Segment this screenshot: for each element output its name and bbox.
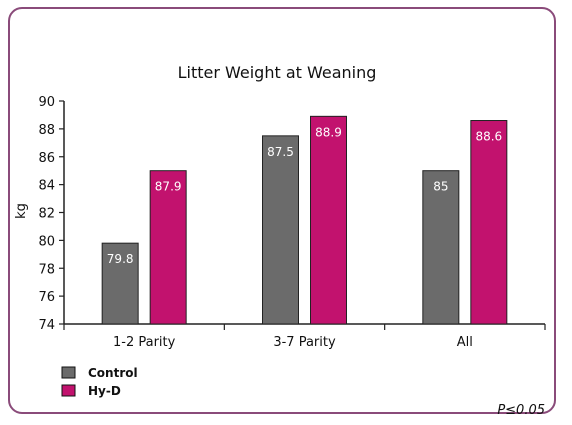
legend: Control Hy-D [61,366,138,398]
bar-data-label: 87.9 [155,180,182,194]
bar-data-label: 88.6 [475,130,502,144]
bar-control [262,135,299,325]
significance-note: P≤0.05 [497,403,545,418]
x-ticks [63,324,546,330]
y-tick-label: 84 [38,179,55,194]
bars [101,115,508,325]
bar-control [101,242,139,325]
bar-data-label: 79.8 [107,252,134,266]
y-tick-label: 86 [38,151,55,166]
y-tick-label: 78 [38,262,55,277]
legend-swatch-hy-d [61,384,76,397]
y-tick-label: 80 [38,234,55,249]
chart-title: Litter Weight at Weaning [178,63,377,82]
legend-label-control: Control [88,366,138,380]
category-labels: 1-2 Parity 3-7 Parity All [113,335,473,350]
bar-hy-d [149,170,187,325]
legend-swatch-control [61,366,76,379]
data-labels: 79.8 87.9 87.5 88.9 85 88.6 [107,125,502,266]
y-axis-label: kg [14,203,29,219]
bar-hy-d [310,115,347,325]
x-category-label: All [457,335,473,350]
y-tick-label: 88 [38,123,55,138]
bar-hy-d [470,120,508,325]
bar-control [422,170,460,325]
bar-data-label: 85 [433,180,448,194]
y-ticks: 74 76 78 80 82 84 86 88 90 [38,95,64,333]
bar-data-label: 88.9 [315,125,342,139]
legend-label-hy-d: Hy-D [88,384,121,398]
x-category-label: 1-2 Parity [113,335,176,350]
y-tick-label: 90 [38,95,55,110]
bar-data-label: 87.5 [267,145,294,159]
y-tick-label: 76 [38,290,55,305]
y-tick-label: 82 [38,207,55,222]
x-category-label: 3-7 Parity [273,335,336,350]
y-tick-label: 74 [38,318,55,333]
